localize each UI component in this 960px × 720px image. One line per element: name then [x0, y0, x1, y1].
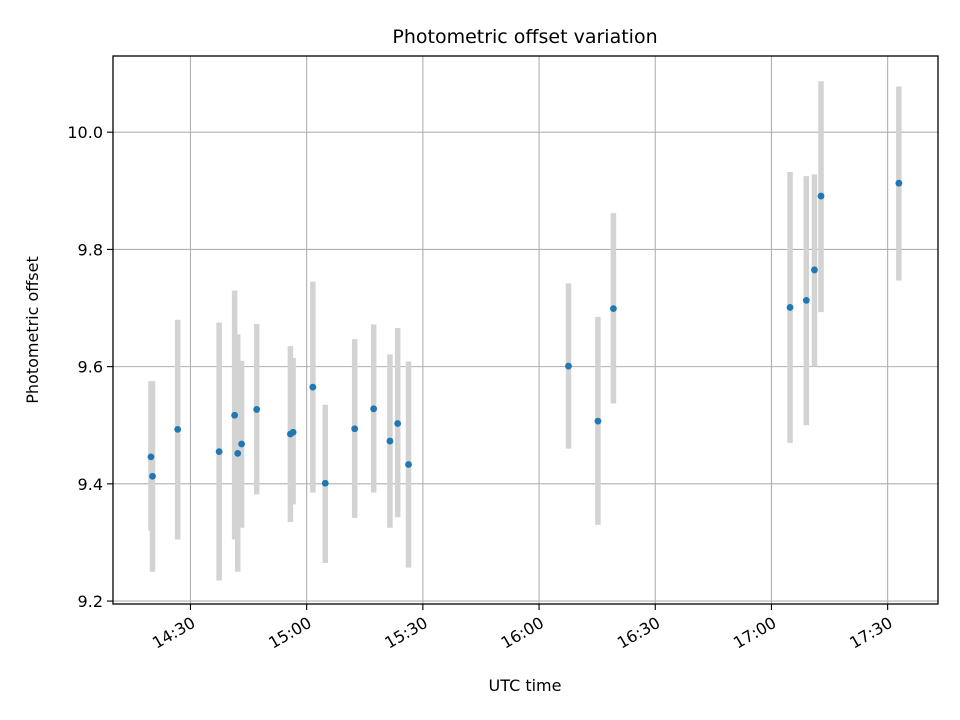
- data-point: [802, 297, 810, 304]
- data-point: [238, 440, 245, 448]
- data-point: [895, 179, 903, 187]
- data-point: [817, 192, 825, 200]
- gridlines: [113, 56, 938, 604]
- data-point: [811, 266, 818, 274]
- y-tick-label: 9.8: [78, 240, 103, 259]
- plot-frame: [112, 55, 939, 605]
- data-point: [370, 405, 378, 413]
- data-point: [610, 305, 617, 313]
- data-point: [386, 437, 394, 445]
- y-tick-label: 9.4: [78, 475, 103, 494]
- data-point: [231, 411, 239, 419]
- y-tick-label: 9.2: [78, 592, 103, 611]
- data-point: [174, 425, 182, 433]
- data-point: [594, 417, 602, 425]
- data-point: [215, 448, 223, 456]
- chart-title: Photometric offset variation: [392, 26, 657, 48]
- y-axis-ticks: 9.2 9.4 9.6 9.8 10.0: [67, 123, 113, 611]
- y-axis-title: Photometric offset: [23, 256, 42, 404]
- data-points: [147, 179, 903, 487]
- data-point: [394, 420, 402, 427]
- data-point: [149, 472, 156, 480]
- data-point: [351, 425, 359, 433]
- data-point: [309, 383, 317, 391]
- y-tick-label: 9.6: [78, 358, 103, 377]
- data-point: [289, 428, 297, 436]
- data-point: [253, 406, 261, 413]
- x-axis-title: UTC time: [489, 676, 562, 695]
- data-point: [786, 304, 794, 311]
- data-point: [147, 453, 155, 461]
- data-point: [321, 479, 329, 487]
- data-point: [565, 362, 572, 370]
- y-tick-label: 10.0: [67, 123, 103, 142]
- data-point: [234, 449, 242, 457]
- data-point: [405, 461, 412, 468]
